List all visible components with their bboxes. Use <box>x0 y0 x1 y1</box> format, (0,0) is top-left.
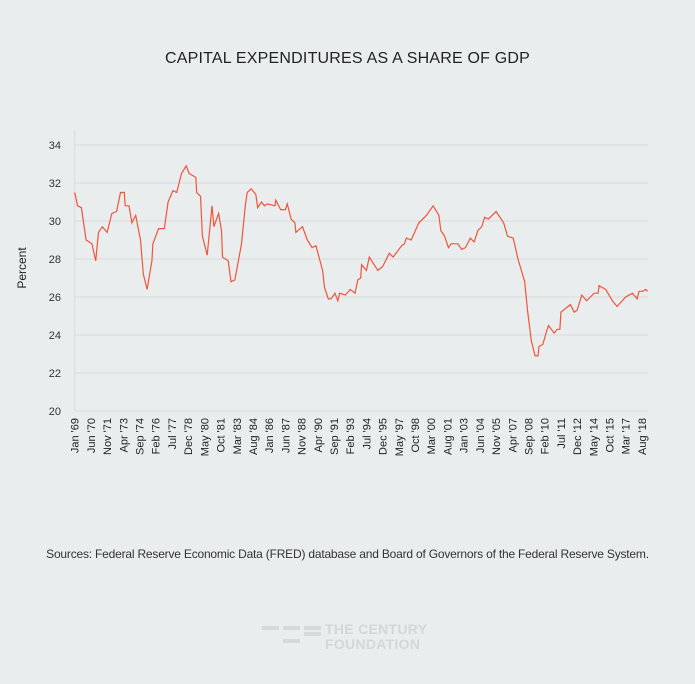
y-tick-label: 22 <box>49 368 61 380</box>
y-tick-label: 28 <box>49 254 61 266</box>
x-tick-label: Dec '78 <box>183 418 195 455</box>
x-tick-label: Jul '94 <box>361 418 373 449</box>
gridlines <box>74 130 648 412</box>
logo-text-line-2: FOUNDATION <box>325 636 421 652</box>
x-tick-label: Sep '74 <box>135 418 147 455</box>
line-chart: 20 22 24 26 28 30 32 34 Jan '69 Jun '70 Nov '71 Ap… <box>15 130 649 456</box>
x-tick-label: Sep '91 <box>329 418 341 455</box>
series-line <box>74 164 649 357</box>
chart-title: CAPITAL EXPENDITURES AS A SHARE OF GDP <box>164 50 531 67</box>
x-tick-label: Dec '12 <box>572 418 584 455</box>
sources-note: Sources: Federal Reserve Economic Data (… <box>46 547 649 561</box>
x-tick-label: Mar '17 <box>621 418 633 454</box>
x-tick-label: Apr '07 <box>507 418 519 453</box>
x-tick-label: May '80 <box>199 418 211 456</box>
x-tick-label: May '97 <box>394 418 406 456</box>
x-tick-label: Nov '88 <box>297 418 309 455</box>
x-tick-label: Apr '73 <box>118 418 130 453</box>
x-tick-label: Jun '70 <box>86 418 98 453</box>
y-tick-label: 34 <box>49 140 61 152</box>
x-tick-label: Dec '95 <box>378 418 390 455</box>
x-tick-label: Mar '83 <box>232 418 244 454</box>
y-tick-label: 20 <box>49 406 61 418</box>
x-tick-label: Feb '93 <box>345 418 357 454</box>
x-tick-label: Jan '69 <box>70 418 82 453</box>
logo-text-line-1: THE CENTURY <box>325 621 428 637</box>
x-tick-label: Feb '10 <box>540 418 552 454</box>
y-axis-label: Percent <box>15 247 29 289</box>
x-tick-label: May '14 <box>588 418 600 456</box>
x-tick-label: Oct '98 <box>410 418 422 453</box>
x-tick-label: Nov '05 <box>491 418 503 455</box>
x-tick-label: Nov '71 <box>102 418 114 455</box>
x-tick-label: Jul '77 <box>167 418 179 449</box>
y-axis-ticks: 20 22 24 26 28 30 32 34 <box>49 140 61 418</box>
x-tick-label: Sep '08 <box>523 418 535 455</box>
y-tick-label: 32 <box>49 178 61 190</box>
x-tick-label: Mar '00 <box>426 418 438 454</box>
x-tick-label: Aug '84 <box>248 418 260 455</box>
y-tick-label: 26 <box>49 292 61 304</box>
x-tick-label: Apr '90 <box>313 418 325 453</box>
x-tick-label: Jun '04 <box>475 418 487 453</box>
x-tick-label: Jan '03 <box>459 418 471 453</box>
y-tick-label: 30 <box>49 216 61 228</box>
x-tick-label: Oct '81 <box>216 418 228 453</box>
x-tick-label: Aug '01 <box>442 418 454 455</box>
x-tick-label: Jan '86 <box>264 418 276 453</box>
century-foundation-logo: THE CENTURY FOUNDATION <box>262 622 442 654</box>
x-tick-label: Aug '18 <box>637 418 649 455</box>
x-tick-label: Jun '87 <box>280 418 292 453</box>
y-tick-label: 24 <box>49 330 61 342</box>
logo-text: THE CENTURY FOUNDATION <box>325 622 427 652</box>
x-tick-label: Oct '15 <box>604 418 616 453</box>
x-tick-label: Feb '76 <box>151 418 163 454</box>
x-tick-label: Jul '11 <box>556 418 568 449</box>
x-axis-ticks: Jan '69 Jun '70 Nov '71 Apr '73 Sep '74 Feb '… <box>70 418 649 456</box>
